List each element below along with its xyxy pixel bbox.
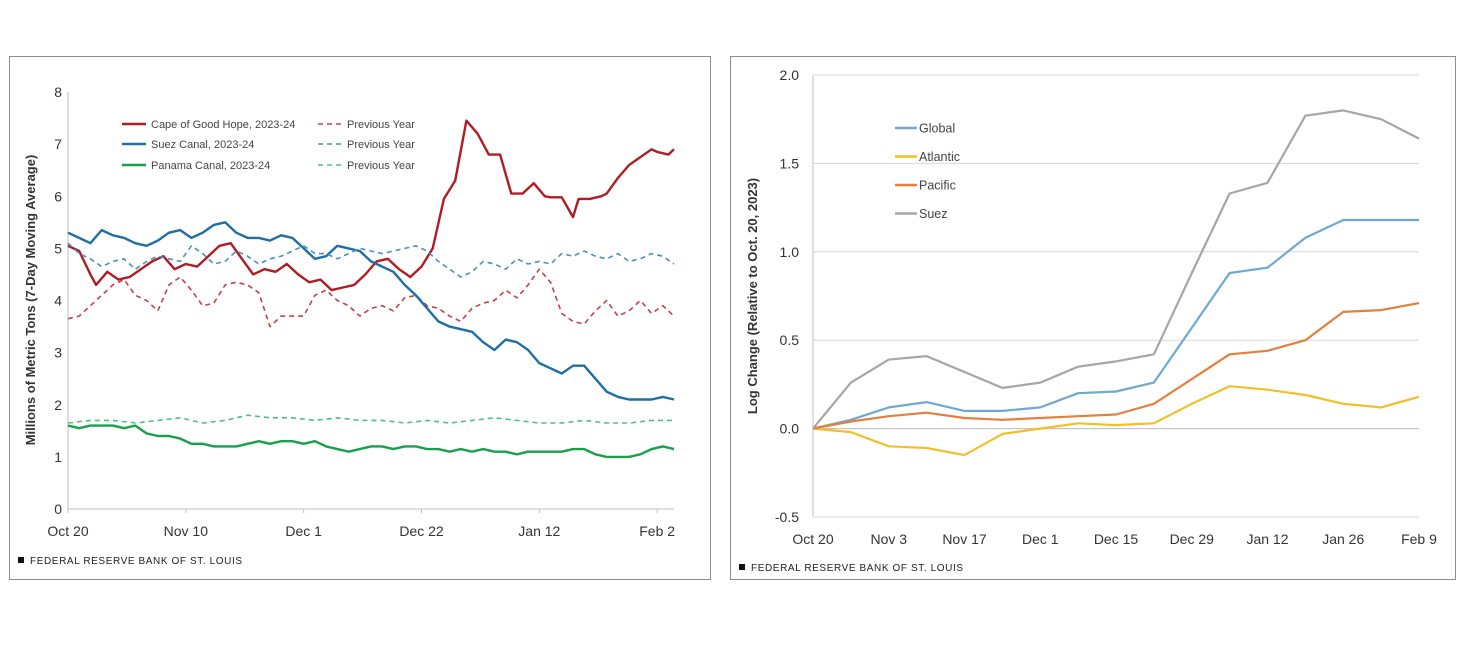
- series-line-global: [812, 218, 1419, 430]
- series-line-pacific: [812, 302, 1420, 430]
- legend-label-pacific: Pacific: [919, 179, 956, 193]
- chart-panel-left: 0 1 2 3 4 5 6 7 8 Oct 20 Nov 10 Dec 1 Dec 22 Jan 12 Fe…: [9, 56, 711, 580]
- x-tick-label: Jan 12: [518, 523, 560, 539]
- x-tick-label: Nov 3: [870, 531, 907, 547]
- y-tick-label: 0.0: [780, 421, 800, 437]
- y-tick-label: 5: [54, 240, 62, 256]
- y-tick-label: -0.5: [775, 509, 799, 525]
- y-tick-label: 1: [54, 449, 62, 465]
- x-tick-label: Oct 20: [47, 523, 88, 539]
- y-tick-label: 4: [54, 293, 62, 309]
- x-tick-label: Dec 1: [1022, 531, 1059, 547]
- x-tick-label: Dec 1: [285, 523, 322, 539]
- y-axis-title: Millions of Metric Tons (7-Day Moving Av…: [23, 155, 38, 446]
- series-line-5: [67, 414, 674, 424]
- legend-label-3: Previous Year: [347, 139, 415, 151]
- y-tick-label: 7: [54, 136, 62, 152]
- series-line-4: [67, 424, 675, 459]
- x-tick-label: Oct 20: [792, 531, 833, 547]
- legend-label-atlantic: Atlantic: [919, 150, 960, 164]
- x-tick-label: Nov 10: [164, 523, 209, 539]
- source-text-right: FEDERAL RESERVE BANK OF ST. LOUIS: [751, 563, 964, 574]
- left-chart-svg: 0 1 2 3 4 5 6 7 8 Oct 20 Nov 10 Dec 1 Dec 22 Jan 12 Fe…: [23, 84, 675, 539]
- legend-label-2: Suez Canal, 2023-24: [151, 139, 254, 151]
- y-tick-label: 1.5: [780, 155, 800, 171]
- legend-label-global: Global: [919, 122, 955, 136]
- series-line-suez: [812, 109, 1420, 430]
- legend-label-1: Previous Year: [347, 119, 415, 131]
- series-line-1: [67, 268, 675, 328]
- source-credit-left: FEDERAL RESERVE BANK OF ST. LOUIS: [18, 556, 243, 567]
- series-line-3: [67, 242, 675, 278]
- chart-panel-right: -0.5 0.0 0.5 1.0 1.5 2.0 Oct 20 Nov 3 Nov 17 Dec …: [730, 56, 1456, 580]
- legend-label-0: Cape of Good Hope, 2023-24: [151, 119, 295, 131]
- y-tick-label: 3: [54, 345, 62, 361]
- x-tick-label: Dec 29: [1170, 531, 1215, 547]
- y-tick-label: 1.0: [780, 244, 800, 260]
- y-tick-label: 0.5: [780, 332, 800, 348]
- x-tick-label: Nov 17: [942, 531, 987, 547]
- x-tick-label: Feb 2: [639, 523, 675, 539]
- y-tick-label: 6: [54, 188, 62, 204]
- x-tick-label: Jan 12: [1246, 531, 1288, 547]
- y-tick-label: 0: [54, 501, 62, 517]
- right-chart-svg: -0.5 0.0 0.5 1.0 1.5 2.0 Oct 20 Nov 3 Nov 17 Dec …: [745, 67, 1437, 547]
- y-tick-label: 2: [54, 397, 62, 413]
- source-text-left: FEDERAL RESERVE BANK OF ST. LOUIS: [30, 556, 243, 567]
- y-tick-label: 2.0: [780, 67, 800, 83]
- y-axis-title: Log Change (Relative to Oct. 20, 2023): [745, 178, 760, 414]
- series-line-0: [67, 119, 675, 292]
- source-credit-right: FEDERAL RESERVE BANK OF ST. LOUIS: [739, 563, 964, 574]
- series-line-atlantic: [812, 385, 1420, 457]
- x-tick-label: Jan 26: [1322, 531, 1364, 547]
- x-tick-label: Dec 15: [1094, 531, 1139, 547]
- legend-label-5: Previous Year: [347, 160, 415, 172]
- series-line-2: [67, 221, 675, 401]
- legend-label-suez: Suez: [919, 207, 948, 221]
- x-tick-label: Dec 22: [399, 523, 444, 539]
- legend-label-4: Panama Canal, 2023-24: [151, 160, 270, 172]
- y-tick-label: 8: [54, 84, 62, 100]
- x-tick-label: Feb 9: [1401, 531, 1437, 547]
